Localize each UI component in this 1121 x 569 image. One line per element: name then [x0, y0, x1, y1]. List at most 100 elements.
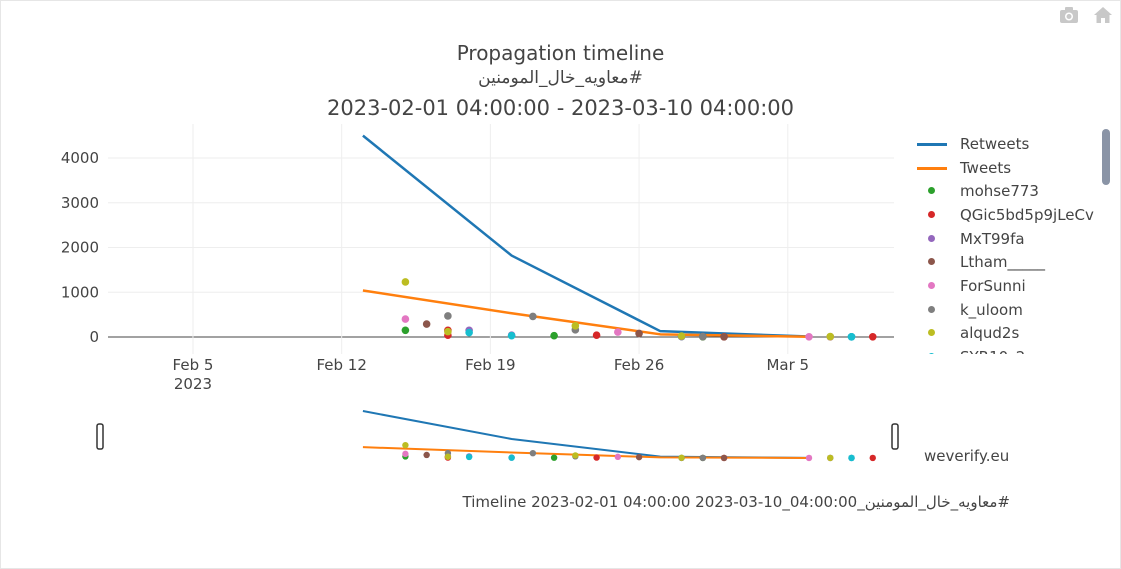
data-point: [677, 332, 686, 340]
y-tick-label: 4000: [61, 149, 99, 167]
x-tick-label: Feb 19: [465, 356, 515, 374]
legend-swatch: [912, 207, 952, 223]
legend-label: Ltham_____: [960, 253, 1046, 272]
rangeslider-point: [805, 454, 813, 462]
rangeslider-point: [402, 450, 409, 458]
legend-item[interactable]: Retweets: [912, 132, 1102, 156]
rangeslider-point: [529, 450, 537, 457]
range-slider-plot: [362, 410, 876, 462]
range-slider-handles: [96, 423, 899, 450]
grid-lines: [108, 124, 894, 354]
data-point: [465, 328, 473, 337]
legend-item[interactable]: SYR10_2: [912, 345, 1102, 354]
data-point: [868, 332, 877, 341]
rangeslider-point: [423, 451, 430, 459]
data-point: [444, 327, 452, 336]
data-point: [550, 331, 558, 340]
y-tick-label: 0: [89, 328, 99, 346]
legend-label: SYR10_2: [960, 348, 1025, 354]
legend: Retweets Tweets mohse773 QGic5bd5p9jLeCv MxT…: [912, 132, 1102, 354]
rangeslider-point: [678, 454, 685, 461]
legend-label: Retweets: [960, 134, 1030, 153]
x-tick-label: Feb 12: [316, 356, 366, 374]
legend-label: mohse773: [960, 182, 1039, 201]
legend-item[interactable]: mohse773: [912, 179, 1102, 203]
footer-caption: #معاويه_خال_المومنين_Timeline 2023-02-01…: [462, 493, 1010, 511]
series-line-tweets: [362, 289, 810, 339]
chart-subtitle-hashtag: #معاويه_خال_المومنين: [478, 68, 643, 88]
rangeslider-point: [550, 454, 558, 461]
camera-icon[interactable]: [1059, 6, 1079, 24]
series-line-retweets: [362, 134, 810, 338]
legend-label: ForSunni: [960, 276, 1026, 295]
rangeslider-point: [869, 454, 876, 462]
data-point: [847, 332, 856, 341]
rangeslider-handle-right[interactable]: [891, 423, 899, 450]
legend-swatch: [912, 349, 952, 354]
rangeslider-point: [465, 453, 473, 461]
legend-label: Tweets: [960, 158, 1012, 177]
x-tick-label: Mar 5: [766, 356, 809, 374]
chart-subtitle-range: 2023-02-01 04:00:00 - 2023-03-10 04:00:0…: [327, 96, 794, 120]
legend-item[interactable]: QGic5bd5p9jLeCv: [912, 203, 1102, 227]
data-point: [401, 315, 410, 323]
modebar: [1059, 6, 1113, 24]
data-point: [614, 328, 622, 336]
legend-swatch: [912, 160, 952, 176]
rangeslider-point: [635, 453, 643, 461]
legend-scrollbar[interactable]: [1102, 129, 1110, 185]
rangeslider-handle-left[interactable]: [96, 423, 104, 450]
data-point: [444, 312, 452, 320]
data-point: [529, 312, 537, 321]
rangeslider-point: [827, 454, 834, 462]
chart-title: Propagation timeline: [456, 41, 665, 65]
data-point: [507, 331, 516, 340]
data-point: [401, 278, 410, 286]
rangeslider-point: [699, 454, 707, 462]
data-point: [699, 332, 707, 341]
rangeslider-line-retweets: [362, 410, 810, 459]
legend-swatch: [912, 302, 952, 318]
rangeslider-point: [720, 454, 728, 462]
legend-label: MxT99fa: [960, 229, 1025, 248]
rangeslider-point: [593, 454, 600, 461]
x-tick-label: Feb 5: [173, 356, 214, 374]
rangeslider-point: [614, 453, 622, 461]
legend-item[interactable]: k_uloom: [912, 298, 1102, 322]
rangeslider-point: [444, 453, 452, 460]
data-point: [826, 332, 835, 341]
legend-swatch: [912, 183, 952, 199]
legend-swatch: [912, 231, 952, 247]
legend-item[interactable]: ForSunni: [912, 274, 1102, 298]
legend-swatch: [912, 325, 952, 341]
x-tick-sublabel: 2023: [174, 375, 212, 393]
rangeslider-line-tweets: [362, 446, 810, 459]
data-point: [592, 331, 601, 340]
y-tick-label: 1000: [61, 283, 99, 301]
main-plot-area: [362, 134, 877, 341]
y-tick-label: 2000: [61, 239, 99, 257]
watermark-text: weverify.eu: [924, 447, 1010, 465]
legend-label: k_uloom: [960, 300, 1023, 319]
legend-item[interactable]: MxT99fa: [912, 227, 1102, 251]
legend-item[interactable]: Tweets: [912, 156, 1102, 180]
y-tick-label: 3000: [61, 194, 99, 212]
data-point: [635, 329, 643, 338]
data-point: [422, 320, 431, 328]
data-point: [401, 326, 410, 335]
legend-swatch: [912, 136, 952, 152]
rangeslider-point: [572, 452, 579, 459]
legend-swatch: [912, 278, 952, 294]
legend-item[interactable]: Ltham_____: [912, 250, 1102, 274]
rangeslider-point: [402, 441, 409, 449]
legend-label: alqud2s: [960, 324, 1020, 343]
data-point: [571, 322, 580, 330]
legend-swatch: [912, 254, 952, 270]
rangeslider-point: [848, 454, 855, 462]
x-tick-label: Feb 26: [614, 356, 664, 374]
legend-item[interactable]: alqud2s: [912, 322, 1102, 346]
data-point: [720, 332, 728, 341]
home-icon[interactable]: [1093, 6, 1113, 24]
